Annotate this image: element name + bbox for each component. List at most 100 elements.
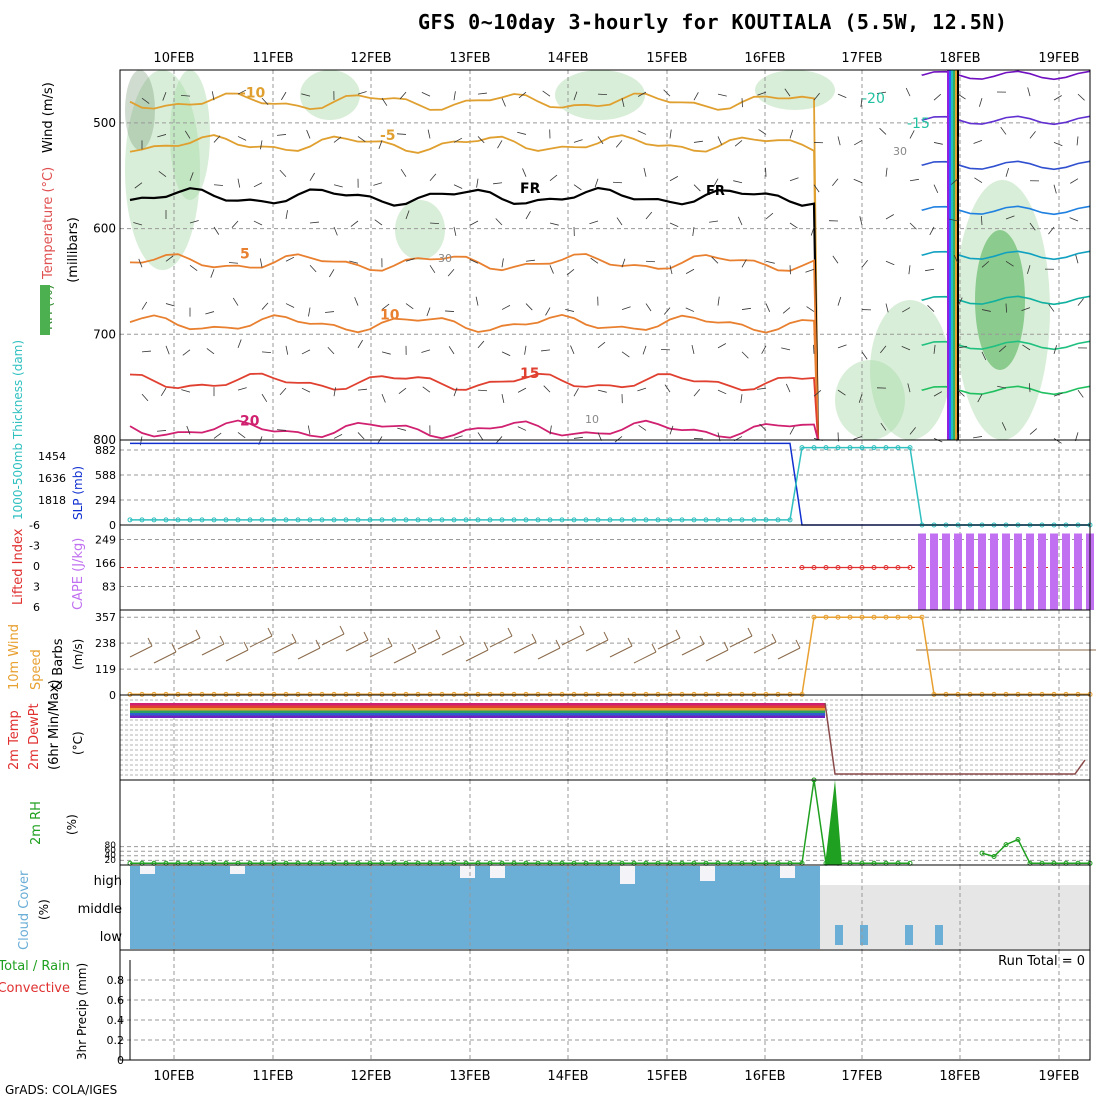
wind-barb — [837, 296, 842, 306]
wind-barb — [276, 429, 287, 431]
wind-barb — [421, 91, 431, 97]
wind-barb — [501, 394, 505, 404]
rh-shading — [300, 70, 360, 120]
wind-barb — [397, 427, 407, 431]
wind-barb — [141, 301, 148, 310]
wind-barb — [1005, 260, 1014, 267]
wind-barb — [693, 140, 703, 143]
y-axis-unit: (%) — [37, 899, 51, 920]
y-axis-label: Temperature (°C) — [41, 167, 56, 280]
wind-barb — [400, 168, 407, 177]
wind-barb — [237, 432, 246, 439]
temp-band — [130, 708, 825, 711]
y-axis-unit: 3hr Precip (mm) — [75, 963, 89, 1060]
y-axis-unit: (millibars) — [66, 217, 81, 283]
li-tick-label: 0 — [33, 560, 40, 573]
wind-barb-10m — [681, 643, 705, 656]
wind-barb — [477, 340, 485, 349]
wind-barb — [717, 93, 727, 97]
wind-barb — [877, 91, 887, 94]
rh2m-point — [1003, 842, 1009, 848]
wind-barb — [757, 91, 767, 96]
wind-barb — [806, 306, 815, 312]
panel-frame — [119, 949, 1091, 1061]
wind-barb — [477, 389, 488, 392]
cape-bar — [954, 533, 962, 610]
y-axis-label: SLP (mb) — [71, 466, 85, 520]
wind-barb — [573, 139, 583, 143]
y-tick-label: 357 — [95, 611, 116, 624]
cloud-gap — [780, 866, 795, 878]
wind-barb — [501, 304, 511, 310]
wind-barb — [333, 433, 343, 439]
wind-barb — [594, 178, 599, 188]
wind-barb — [717, 136, 723, 145]
wind-barb — [957, 346, 967, 349]
wind-barb — [813, 184, 820, 193]
y-axis-label: Speed — [29, 649, 44, 690]
isotherm-label: -15 — [907, 116, 930, 132]
wind-barb — [981, 309, 991, 312]
wind-barb — [669, 129, 672, 139]
cape-bar — [942, 533, 950, 610]
wind-barb — [933, 184, 939, 194]
wind-barb — [909, 178, 919, 182]
wind-barb-10m — [777, 647, 801, 660]
wind-barb — [590, 257, 599, 264]
wind-barb — [981, 351, 987, 361]
wind-barb — [957, 389, 965, 397]
wind-barb — [189, 220, 199, 224]
rh-contour-label: 30 — [438, 252, 452, 265]
wind-barb — [522, 168, 527, 177]
panel-frame — [119, 439, 1091, 526]
wind-barb — [907, 383, 911, 393]
y-tick-label: 800 — [93, 433, 116, 447]
wind-barb — [573, 91, 578, 101]
wind-barb-10m — [219, 635, 225, 645]
wind-speed-line — [130, 616, 1090, 696]
wind-barb-10m — [585, 639, 609, 652]
wind-barb — [901, 345, 911, 351]
y-tick-label: 500 — [93, 116, 116, 130]
wind-barb — [333, 387, 336, 397]
wind-barb — [597, 136, 604, 145]
wind-barb — [860, 98, 863, 108]
wind-barb — [422, 386, 431, 393]
wind-barb — [301, 93, 311, 97]
wind-barb — [614, 436, 623, 443]
wind-barb — [621, 98, 625, 108]
wind-barb — [692, 226, 695, 236]
wind-barb — [789, 129, 794, 139]
wind-barb — [885, 303, 889, 313]
cloud-block — [130, 866, 820, 949]
wind-barb — [186, 425, 191, 435]
wind-barb-10m — [555, 639, 561, 649]
wind-barb — [909, 222, 917, 230]
wind-barb — [549, 425, 552, 435]
wind-barb — [453, 226, 457, 236]
wind-barb — [949, 218, 959, 222]
panel-frame — [119, 779, 1091, 866]
cape-bar — [966, 533, 974, 610]
wind-barb — [880, 345, 887, 354]
wind-barb-10m — [171, 643, 177, 653]
wind-barb — [973, 140, 983, 144]
temp-band — [130, 710, 825, 713]
wind-barb — [357, 388, 367, 391]
wind-barb — [885, 167, 888, 177]
y-axis-unit: (m/s) — [71, 639, 85, 670]
wind-barb-10m — [201, 643, 225, 656]
wind-barb — [1005, 167, 1010, 177]
li-tick-label: -3 — [29, 540, 40, 553]
wind-barb — [329, 269, 335, 278]
wind-barb — [789, 177, 799, 182]
wind-barb — [325, 311, 335, 313]
y-tick-label: 238 — [95, 637, 116, 650]
wind-barb-10m — [267, 627, 273, 637]
wind-barb — [232, 297, 239, 306]
wind-barb — [953, 254, 959, 264]
y-axis-label: 2m Temp — [7, 710, 22, 770]
wind-barb — [597, 432, 602, 441]
wind-barb — [837, 93, 847, 99]
temp-band — [130, 703, 825, 706]
